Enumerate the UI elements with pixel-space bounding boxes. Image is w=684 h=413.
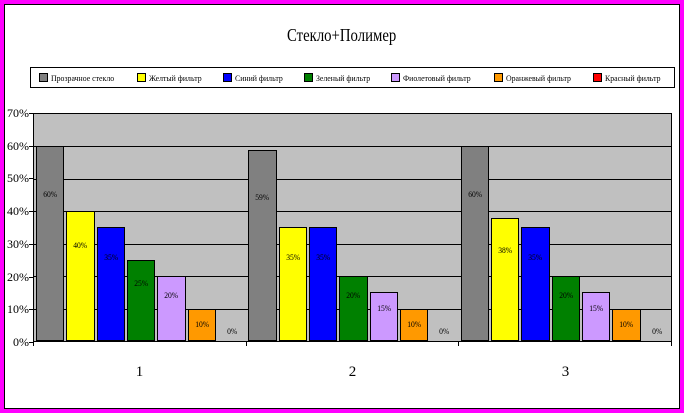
legend-item: Синий фильтр: [222, 72, 287, 83]
bar: 35%: [278, 227, 307, 341]
bar: 10%: [400, 309, 429, 341]
legend-item-label: Фиолетовый фильтр: [403, 72, 472, 83]
bar-data-label: 25%: [134, 279, 149, 288]
x-axis-category-label: 2: [348, 364, 357, 380]
bar: 10%: [612, 309, 641, 341]
legend-swatch-icon: [136, 73, 146, 82]
x-axis-tick: [245, 341, 247, 346]
x-axis-tick: [33, 341, 34, 346]
bar-data-label: 15%: [376, 304, 391, 313]
legend-swatch-icon: [303, 73, 313, 82]
gridline: [34, 146, 671, 148]
y-axis-label: 70%: [7, 106, 29, 120]
bar: 20%: [339, 276, 368, 341]
y-axis-tick: [29, 276, 33, 278]
y-axis-tick: [29, 145, 33, 147]
bar: 10%: [187, 309, 216, 341]
y-axis-label: 40%: [7, 204, 29, 219]
legend-item: Красный фильтр: [593, 73, 665, 83]
bar-data-label: 60%: [467, 190, 482, 199]
legend-item: Желтый фильтр: [136, 72, 206, 83]
bar-data-label: 0%: [651, 327, 662, 336]
bar-data-label: 60%: [43, 190, 58, 199]
y-axis-label: 10%: [7, 302, 29, 317]
y-axis-label: 0%: [13, 335, 29, 349]
legend-swatch-icon: [222, 73, 232, 82]
legend-item: Фиолетовый фильтр: [391, 73, 477, 83]
bar: 40%: [66, 211, 95, 341]
bar: 35%: [309, 227, 338, 341]
bar: 20%: [157, 276, 186, 341]
bar-data-label: 35%: [316, 253, 331, 262]
bar: 15%: [369, 292, 398, 341]
legend-swatch-icon: [493, 73, 503, 82]
bar-data-label: 0%: [439, 327, 450, 336]
bar-data-label: 10%: [619, 320, 634, 329]
bar-data-label: 35%: [103, 253, 118, 262]
bar: 60%: [36, 146, 65, 341]
y-axis-tick: [29, 243, 33, 245]
bar: 60%: [460, 146, 489, 341]
y-axis-tick: [29, 211, 33, 213]
bar-data-label: 15%: [589, 304, 604, 313]
legend-swatch-icon: [391, 73, 401, 82]
bar-data-label: 40%: [73, 241, 88, 250]
bar: 38%: [491, 218, 520, 341]
legend-item: Зеленый фильтр: [303, 72, 375, 83]
bar-data-label: 10%: [407, 320, 422, 329]
bar: 59%: [248, 150, 277, 341]
bar: 35%: [96, 227, 125, 341]
legend-item-label: Зеленый фильтр: [315, 72, 370, 83]
bar: 25%: [127, 260, 156, 341]
y-axis-tick: [29, 113, 33, 114]
gridline: [34, 211, 671, 213]
bar-data-label: 20%: [346, 291, 361, 300]
bar-data-label: 10%: [194, 320, 209, 329]
x-axis-tick: [671, 341, 672, 346]
bar-data-label: 35%: [528, 253, 543, 262]
y-axis-tick: [29, 309, 33, 311]
y-axis-label: 60%: [7, 138, 29, 153]
y-axis-tick: [29, 342, 33, 343]
bar: 20%: [551, 276, 580, 341]
y-axis-label: 50%: [7, 171, 29, 186]
y-axis-label: 30%: [7, 236, 29, 251]
gridline: [34, 243, 671, 245]
legend-swatch-icon: [39, 73, 49, 82]
bar-data-label: 35%: [285, 253, 300, 262]
bar-data-label: 38%: [498, 246, 513, 255]
bar: 15%: [582, 292, 611, 341]
legend-item-label: Красный фильтр: [605, 72, 661, 83]
gridline: [34, 178, 671, 180]
bar-data-label: 0%: [227, 327, 238, 336]
legend-swatch-icon: [593, 73, 603, 82]
x-axis-category-label: 3: [561, 364, 570, 380]
y-axis-label: 20%: [7, 269, 29, 284]
y-axis-tick: [29, 178, 33, 180]
legend: Прозрачное стекло Желтый фильтр Синий филь…: [30, 67, 675, 88]
legend-item-label: Желтый фильтр: [148, 72, 202, 83]
bar-data-label: 20%: [164, 291, 179, 300]
bar: 35%: [521, 227, 550, 341]
chart-title-text: Стекло+Полимер: [287, 25, 397, 45]
legend-item-label: Прозрачное стекло: [51, 72, 115, 83]
legend-item-label: Синий фильтр: [234, 72, 283, 83]
x-axis-tick: [458, 341, 460, 346]
plot-area: 60% 40% 35% 25% 20% 10% 0% 59% 35% 35% 20% 15% 10% 0%…: [33, 113, 672, 342]
bar-data-label: 59%: [255, 193, 270, 202]
x-axis-category-label: 1: [135, 364, 144, 380]
bar-data-label: 20%: [558, 291, 573, 300]
chart-title: Стекло+Полимер: [0, 25, 684, 46]
legend-item-label: Оранжевый фильтр: [505, 72, 571, 83]
legend-item: Прозрачное стекло: [39, 73, 120, 83]
legend-item: Оранжевый фильтр: [493, 72, 577, 83]
